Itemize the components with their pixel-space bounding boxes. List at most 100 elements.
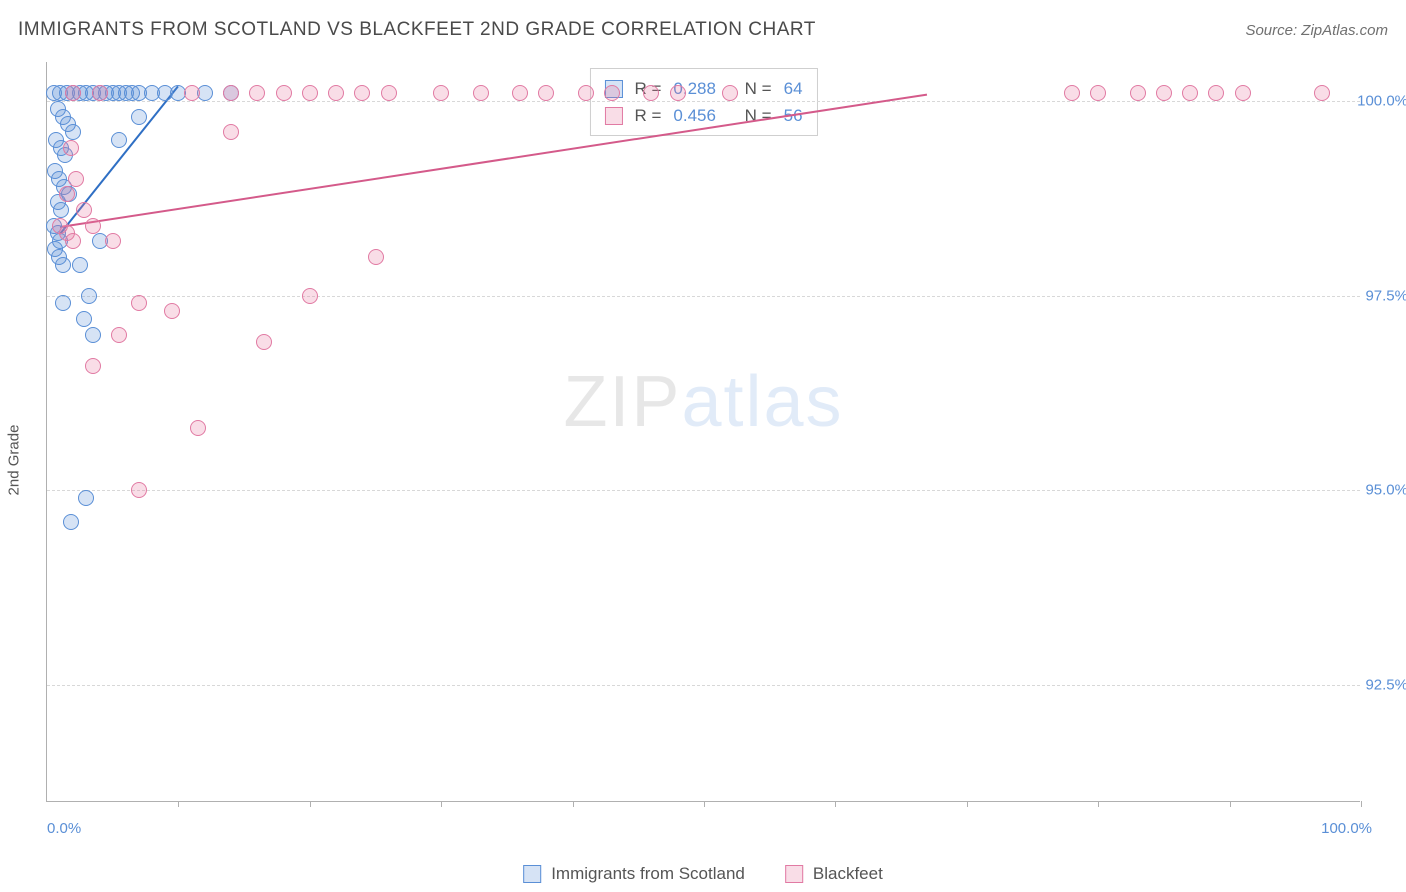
x-axis-min-label: 0.0% bbox=[47, 820, 81, 837]
legend-r-label: R = bbox=[634, 102, 661, 129]
data-point bbox=[1208, 85, 1224, 101]
data-point bbox=[670, 85, 686, 101]
watermark-atlas: atlas bbox=[681, 362, 843, 442]
data-point bbox=[92, 85, 108, 101]
bottom-legend: Immigrants from Scotland Blackfeet bbox=[523, 864, 883, 884]
data-point bbox=[85, 327, 101, 343]
data-point bbox=[184, 85, 200, 101]
data-point bbox=[578, 85, 594, 101]
bottom-legend-blackfeet: Blackfeet bbox=[785, 864, 883, 884]
data-point bbox=[111, 132, 127, 148]
data-point bbox=[433, 85, 449, 101]
legend-row-scotland: R = 0.288 N = 64 bbox=[604, 75, 802, 102]
data-point bbox=[55, 257, 71, 273]
data-point bbox=[302, 288, 318, 304]
y-tick-label: 97.5% bbox=[1348, 287, 1406, 304]
x-tick bbox=[310, 801, 311, 807]
data-point bbox=[512, 85, 528, 101]
data-point bbox=[1314, 85, 1330, 101]
data-point bbox=[131, 482, 147, 498]
x-tick bbox=[967, 801, 968, 807]
y-tick-label: 100.0% bbox=[1348, 92, 1406, 109]
x-tick bbox=[441, 801, 442, 807]
data-point bbox=[256, 334, 272, 350]
x-tick bbox=[1098, 801, 1099, 807]
bottom-label-scotland: Immigrants from Scotland bbox=[551, 864, 745, 884]
legend-swatch-blackfeet bbox=[604, 107, 622, 125]
data-point bbox=[1156, 85, 1172, 101]
data-point bbox=[78, 490, 94, 506]
data-point bbox=[1064, 85, 1080, 101]
data-point bbox=[190, 420, 206, 436]
y-tick-label: 95.0% bbox=[1348, 482, 1406, 499]
x-tick bbox=[1361, 801, 1362, 807]
chart-title: IMMIGRANTS FROM SCOTLAND VS BLACKFEET 2N… bbox=[18, 19, 816, 41]
x-tick bbox=[704, 801, 705, 807]
data-point bbox=[111, 327, 127, 343]
data-point bbox=[354, 85, 370, 101]
gridline bbox=[47, 490, 1360, 491]
data-point bbox=[1182, 85, 1198, 101]
data-point bbox=[65, 85, 81, 101]
data-point bbox=[223, 85, 239, 101]
chart-container: 2nd Grade ZIPatlas R = 0.288 N = 64 R = … bbox=[46, 62, 1360, 858]
x-tick bbox=[178, 801, 179, 807]
legend-r-value-blackfeet: 0.456 bbox=[673, 102, 716, 129]
data-point bbox=[1090, 85, 1106, 101]
data-point bbox=[643, 85, 659, 101]
data-point bbox=[76, 311, 92, 327]
data-point bbox=[59, 186, 75, 202]
data-point bbox=[131, 295, 147, 311]
data-point bbox=[538, 85, 554, 101]
legend-n-label: N = bbox=[745, 102, 772, 129]
data-point bbox=[53, 202, 69, 218]
x-tick bbox=[1230, 801, 1231, 807]
data-point bbox=[276, 85, 292, 101]
data-point bbox=[105, 233, 121, 249]
gridline bbox=[47, 296, 1360, 297]
data-point bbox=[473, 85, 489, 101]
stats-legend: R = 0.288 N = 64 R = 0.456 N = 56 bbox=[589, 68, 817, 136]
data-point bbox=[381, 85, 397, 101]
data-point bbox=[85, 358, 101, 374]
data-point bbox=[131, 109, 147, 125]
data-point bbox=[1130, 85, 1146, 101]
x-axis-max-label: 100.0% bbox=[1321, 820, 1372, 837]
data-point bbox=[72, 257, 88, 273]
data-point bbox=[249, 85, 265, 101]
data-point bbox=[76, 202, 92, 218]
data-point bbox=[81, 288, 97, 304]
data-point bbox=[223, 124, 239, 140]
legend-row-blackfeet: R = 0.456 N = 56 bbox=[604, 102, 802, 129]
data-point bbox=[65, 124, 81, 140]
legend-n-label: N = bbox=[745, 75, 772, 102]
bottom-swatch-blackfeet bbox=[785, 865, 803, 883]
x-tick bbox=[573, 801, 574, 807]
bottom-legend-scotland: Immigrants from Scotland bbox=[523, 864, 745, 884]
y-axis-label: 2nd Grade bbox=[6, 425, 23, 496]
watermark-zip: ZIP bbox=[563, 362, 681, 442]
data-point bbox=[604, 85, 620, 101]
legend-n-value-scotland: 64 bbox=[784, 75, 803, 102]
source-credit: Source: ZipAtlas.com bbox=[1245, 22, 1388, 39]
data-point bbox=[164, 303, 180, 319]
plot-area: ZIPatlas R = 0.288 N = 64 R = 0.456 N = … bbox=[46, 62, 1360, 802]
data-point bbox=[302, 85, 318, 101]
data-point bbox=[328, 85, 344, 101]
data-point bbox=[68, 171, 84, 187]
bottom-label-blackfeet: Blackfeet bbox=[813, 864, 883, 884]
data-point bbox=[63, 140, 79, 156]
y-tick-label: 92.5% bbox=[1348, 677, 1406, 694]
x-tick bbox=[835, 801, 836, 807]
data-point bbox=[722, 85, 738, 101]
data-point bbox=[63, 514, 79, 530]
watermark: ZIPatlas bbox=[563, 361, 843, 443]
data-point bbox=[368, 249, 384, 265]
data-point bbox=[55, 295, 71, 311]
data-point bbox=[1235, 85, 1251, 101]
header: IMMIGRANTS FROM SCOTLAND VS BLACKFEET 2N… bbox=[0, 0, 1406, 48]
data-point bbox=[85, 218, 101, 234]
data-point bbox=[65, 233, 81, 249]
trend-line bbox=[60, 93, 928, 227]
bottom-swatch-scotland bbox=[523, 865, 541, 883]
